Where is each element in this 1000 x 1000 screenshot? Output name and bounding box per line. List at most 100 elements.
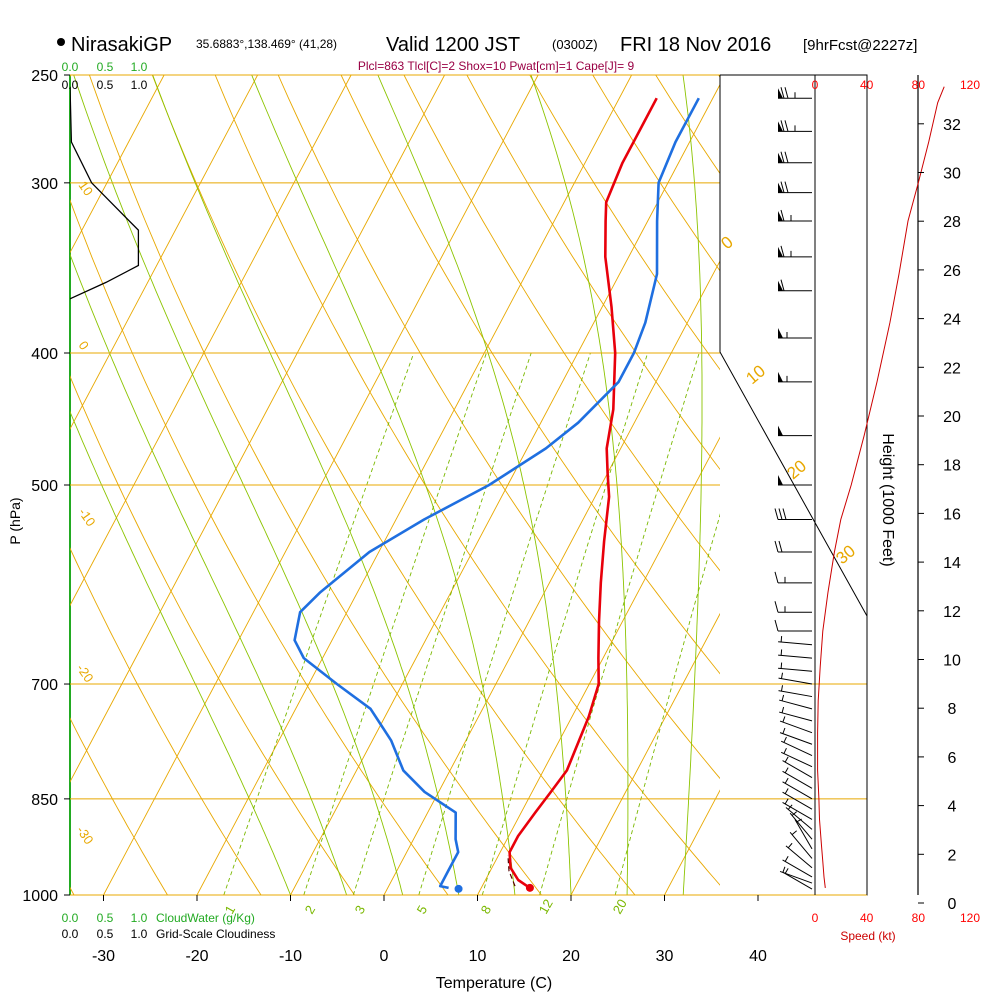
barb-feather [780,120,785,132]
wind-barb [778,120,812,132]
barb-flag [778,280,783,291]
height-tick-label: 6 [948,750,957,767]
barb-feather [780,279,785,291]
speed-tick-label-top: 80 [912,78,926,92]
barb-half-feather [780,662,783,669]
speed-tick-label-bottom: 0 [812,911,819,925]
height-tick-label: 30 [943,166,961,183]
cloudiness-title: Grid-Scale Cloudiness [156,927,275,941]
speed-tick-label-bottom: 80 [912,911,926,925]
wind-barb [782,777,813,800]
mixing-ratio-label: 20 [610,896,630,916]
cloudiness-tick-bottom: 1.0 [131,927,148,941]
temperature-tick-label: 10 [469,948,487,965]
wind-barb [778,87,812,99]
wind-barb [778,151,812,164]
cloudiness-profile [70,86,140,300]
barb-half-feather [784,788,789,794]
barb-feather [784,87,789,99]
dry-adiabat-line [214,75,720,886]
barb-half-feather [784,756,789,763]
height-axis-title: Height (1000 Feet) [879,433,896,566]
barb-flag [778,88,783,99]
speed-tick-label-bottom: 120 [960,911,980,925]
dry-adiabat-line [70,375,355,895]
height-tick-label: 24 [943,312,961,329]
wind-barb [778,245,812,258]
barb-feather [778,540,783,553]
cloudwater-tick-top: 0.5 [97,60,114,74]
cloudiness-tick-top: 0.5 [97,78,114,92]
barb-half-feather [784,767,789,774]
mixing-ratio-line [352,352,532,895]
wind-barb [794,818,813,850]
adiabat-label: 10 [742,361,769,388]
barb-staff [780,751,813,768]
height-tick-label: 28 [943,214,961,231]
moist-adiabat-line [73,75,404,895]
cloudwater-tick-bottom: 0.0 [62,911,79,925]
dry-adiabat-line [70,199,449,895]
mixing-ratio-line [614,513,720,895]
barb-half-feather [782,866,786,873]
wind-barb [774,619,812,632]
pressure-axis-title: P (hPa) [7,497,23,544]
dry-adiabat-line [70,717,168,895]
barb-half-feather [787,842,793,849]
barb-staff [794,819,813,850]
isotherm-label: -30 [74,823,97,847]
barb-staff [779,720,813,734]
isotherm-label: 0 [76,338,92,353]
height-tick-label: 20 [943,409,961,426]
dry-adiabat-line [340,75,720,675]
height-tick-label: 2 [948,847,957,864]
temperature-profile [508,97,658,889]
temperature-tick-label: -30 [92,948,115,965]
mixing-ratio-line [223,352,415,895]
wind-barb [782,868,813,890]
temperature-axis-title: Temperature (C) [436,975,552,992]
cloudwater-tick-top: 0.0 [62,60,79,74]
wind-barb [782,756,813,779]
cloudwater-tick-top: 1.0 [131,60,148,74]
barb-feather [780,209,785,222]
speed-tick-label-top: 120 [960,78,980,92]
wind-barb [774,508,812,520]
dry-adiabat-line [403,75,720,572]
barb-staff [789,832,813,859]
temperature-tick-label: 40 [749,948,767,965]
pressure-tick-label: 250 [31,68,58,85]
barb-flag [778,371,783,382]
cloudiness-tick-bottom: 0.0 [62,927,79,941]
dry-adiabat-line [151,75,636,895]
dry-adiabat-line [70,547,262,895]
wind-barb [789,830,813,859]
barb-feather [774,571,779,584]
barb-staff [782,791,813,810]
height-tick-label: 4 [948,799,957,816]
wind-barb [780,736,813,757]
barb-feather [782,508,787,520]
wind-speed-profile [817,86,945,888]
wind-barb [778,662,813,672]
moist-adiabat-line [70,253,348,895]
wind-barb [782,767,813,789]
moist-adiabat-line [251,75,516,895]
barb-feather [780,181,785,193]
adiabat-label: 30 [832,541,859,568]
barb-feather [780,87,785,99]
pressure-tick-label: 400 [31,346,58,363]
barb-flag [778,475,783,485]
temperature-tick-label: -20 [185,948,208,965]
height-tick-label: 22 [943,360,961,377]
barb-feather [784,151,789,163]
barb-staff [779,732,813,745]
barb-half-feather [791,830,797,836]
wind-barb [778,209,812,222]
barb-staff [782,760,813,779]
header: NirasakiGP 35.6883°,138.469° (41,28) Val… [57,34,917,73]
adiabat-label: 20 [783,456,810,483]
mixing-ratio-label: 2 [302,903,319,917]
barb-flag [778,121,783,132]
barb-feather [774,508,779,520]
